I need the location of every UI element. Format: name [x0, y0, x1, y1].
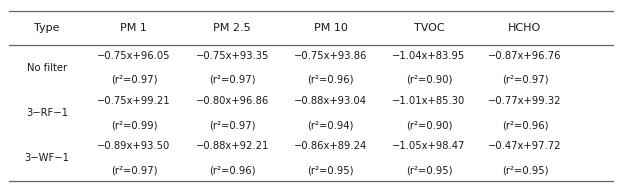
Text: −0.75x+93.86: −0.75x+93.86	[294, 51, 368, 61]
Text: Type: Type	[34, 23, 60, 33]
Text: −0.47x+97.72: −0.47x+97.72	[488, 141, 562, 151]
Text: (r²=0.95): (r²=0.95)	[307, 165, 354, 175]
Text: PM 2.5: PM 2.5	[213, 23, 251, 33]
Text: (r²=0.94): (r²=0.94)	[307, 120, 354, 130]
Text: (r²=0.90): (r²=0.90)	[406, 120, 452, 130]
Text: (r²=0.97): (r²=0.97)	[501, 75, 548, 85]
Text: (r²=0.97): (r²=0.97)	[209, 120, 256, 130]
Text: (r²=0.97): (r²=0.97)	[111, 75, 157, 85]
Text: −1.01x+85.30: −1.01x+85.30	[392, 96, 466, 106]
Text: −0.87x+96.76: −0.87x+96.76	[488, 51, 562, 61]
Text: (r²=0.96): (r²=0.96)	[501, 120, 548, 130]
Text: −0.75x+96.05: −0.75x+96.05	[97, 51, 170, 61]
Text: 3−RF−1: 3−RF−1	[26, 108, 68, 118]
Text: HCHO: HCHO	[508, 23, 542, 33]
Text: −0.75x+93.35: −0.75x+93.35	[195, 51, 269, 61]
Text: No filter: No filter	[27, 63, 67, 73]
Text: −0.86x+89.24: −0.86x+89.24	[294, 141, 367, 151]
Text: (r²=0.96): (r²=0.96)	[209, 165, 256, 175]
Text: −1.04x+83.95: −1.04x+83.95	[392, 51, 466, 61]
Text: 3−WF−1: 3−WF−1	[24, 153, 70, 163]
Text: −0.88x+93.04: −0.88x+93.04	[294, 96, 367, 106]
Text: TVOC: TVOC	[414, 23, 444, 33]
Text: −0.80x+96.86: −0.80x+96.86	[196, 96, 269, 106]
Text: (r²=0.96): (r²=0.96)	[307, 75, 354, 85]
Text: −0.77x+99.32: −0.77x+99.32	[488, 96, 562, 106]
Text: (r²=0.90): (r²=0.90)	[406, 75, 452, 85]
Text: PM 1: PM 1	[121, 23, 147, 33]
Text: (r²=0.97): (r²=0.97)	[111, 165, 157, 175]
Text: −0.89x+93.50: −0.89x+93.50	[97, 141, 170, 151]
Text: −0.75x+99.21: −0.75x+99.21	[97, 96, 170, 106]
Text: (r²=0.99): (r²=0.99)	[111, 120, 157, 130]
Text: (r²=0.97): (r²=0.97)	[209, 75, 256, 85]
Text: (r²=0.95): (r²=0.95)	[406, 165, 452, 175]
Text: (r²=0.95): (r²=0.95)	[501, 165, 548, 175]
Text: −0.88x+92.21: −0.88x+92.21	[195, 141, 269, 151]
Text: −1.05x+98.47: −1.05x+98.47	[392, 141, 466, 151]
Text: PM 10: PM 10	[313, 23, 348, 33]
